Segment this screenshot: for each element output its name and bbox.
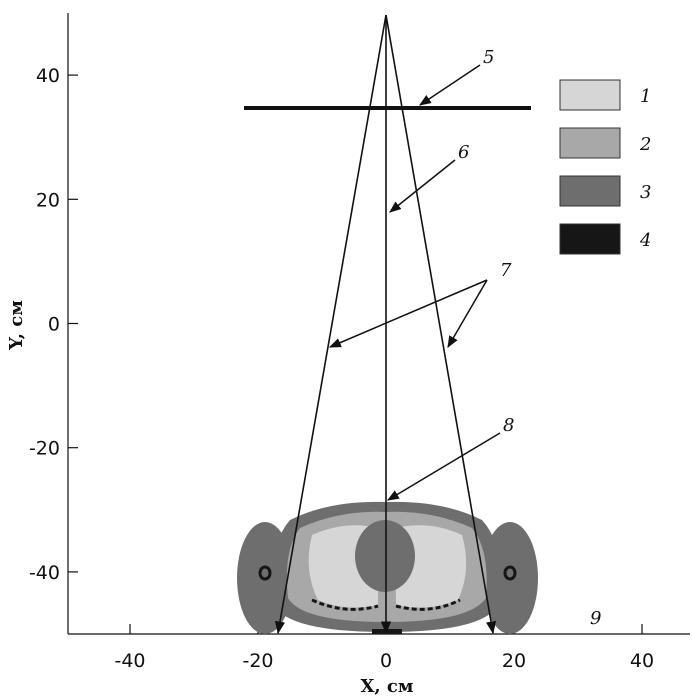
arrow bbox=[448, 280, 487, 347]
legend-swatch bbox=[560, 224, 620, 254]
legend-label: 3 bbox=[640, 182, 651, 203]
legend-swatch bbox=[560, 80, 620, 110]
legend-swatch bbox=[560, 176, 620, 206]
y-tick-label: -40 bbox=[29, 562, 60, 584]
x-tick-label: -20 bbox=[242, 650, 273, 672]
callout: 8 bbox=[503, 415, 514, 436]
callout: 9 bbox=[590, 608, 601, 629]
y-tick-label: 20 bbox=[36, 189, 60, 211]
callout: 6 bbox=[458, 142, 469, 163]
x-tick-label: 0 bbox=[380, 650, 392, 672]
legend-label: 1 bbox=[640, 86, 651, 107]
arrow bbox=[420, 65, 480, 105]
y-axis-label: Y, см bbox=[6, 300, 27, 351]
x-tick-label: 20 bbox=[502, 650, 526, 672]
arrow bbox=[388, 433, 500, 500]
legend-label: 4 bbox=[639, 230, 651, 251]
x-tick-label: 40 bbox=[630, 650, 654, 672]
callout: 7 bbox=[500, 260, 512, 281]
x-tick-label: -40 bbox=[114, 650, 145, 672]
arrow bbox=[330, 280, 487, 347]
detector bbox=[372, 629, 402, 634]
x-axis-label: X, см bbox=[360, 676, 413, 697]
legend-swatch bbox=[560, 128, 620, 158]
heart bbox=[355, 520, 415, 592]
arrow bbox=[390, 160, 455, 212]
y-tick-label: 40 bbox=[36, 65, 60, 87]
phantom bbox=[237, 502, 538, 634]
callout: 5 bbox=[483, 47, 494, 68]
figure: 5 6 7 8 9 X, см Y, см -40 -20 0 20 40 -40 -20 0… bbox=[0, 0, 692, 698]
callout-arrows bbox=[330, 65, 500, 500]
y-tick-label: 0 bbox=[48, 314, 60, 336]
legend-label: 2 bbox=[639, 134, 651, 155]
y-tick-label: -20 bbox=[29, 438, 60, 460]
